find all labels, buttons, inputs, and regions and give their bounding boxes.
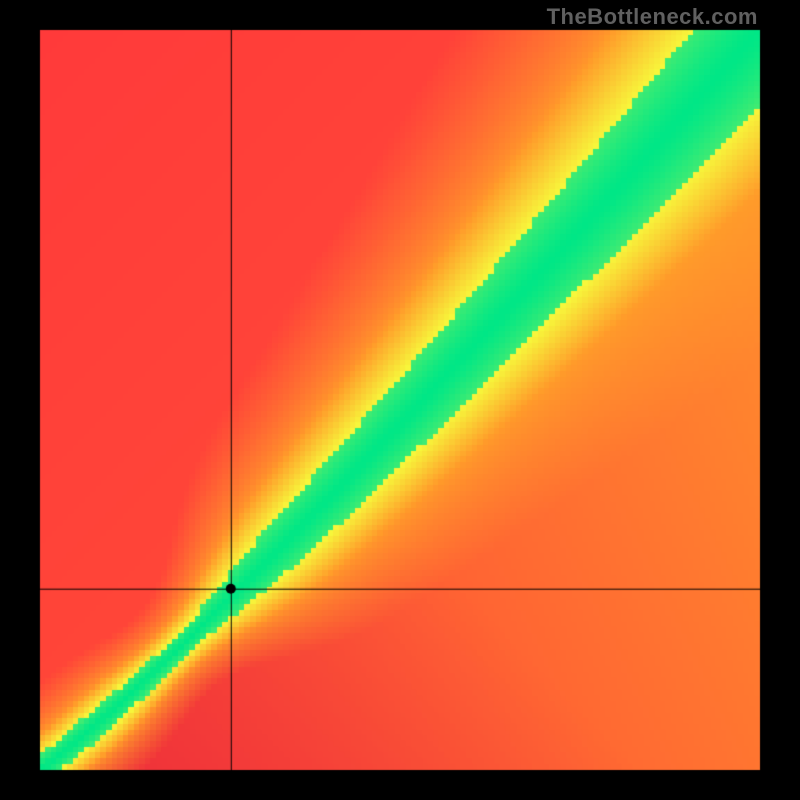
chart-container: TheBottleneck.com [0, 0, 800, 800]
watermark-text: TheBottleneck.com [547, 4, 758, 30]
bottleneck-heatmap [0, 0, 800, 800]
